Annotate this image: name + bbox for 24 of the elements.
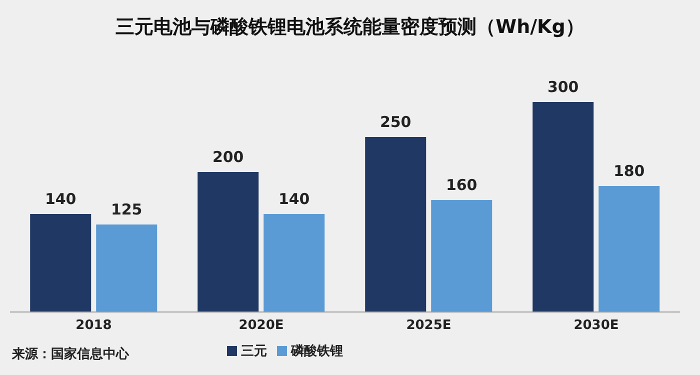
data-label: 180 xyxy=(613,162,645,180)
x-tick-label: 2030E xyxy=(574,318,619,334)
bar xyxy=(532,102,594,312)
legend-label: 三元 xyxy=(241,344,267,359)
bar xyxy=(96,224,158,312)
data-label: 250 xyxy=(380,113,412,131)
source-note: 来源：国家信息中心 xyxy=(12,346,129,363)
legend-label: 磷酸铁锂 xyxy=(291,344,343,359)
chart-title: 三元电池与磷酸铁锂电池系统能量密度预测（Wh/Kg） xyxy=(114,15,586,40)
x-tick-label: 2025E xyxy=(406,318,452,334)
x-tick-label: 2018 xyxy=(76,318,112,334)
data-label: 200 xyxy=(212,148,244,166)
bar xyxy=(198,172,259,312)
bar xyxy=(365,137,426,312)
bar xyxy=(264,214,325,312)
data-label: 140 xyxy=(44,190,76,208)
x-tick-label: 2020E xyxy=(238,318,284,334)
data-label: 300 xyxy=(547,78,579,96)
bar xyxy=(431,200,492,312)
bar xyxy=(30,214,92,312)
data-label: 160 xyxy=(446,176,478,194)
data-label: 140 xyxy=(278,190,310,208)
bar xyxy=(598,186,660,312)
data-label: 125 xyxy=(110,200,142,218)
